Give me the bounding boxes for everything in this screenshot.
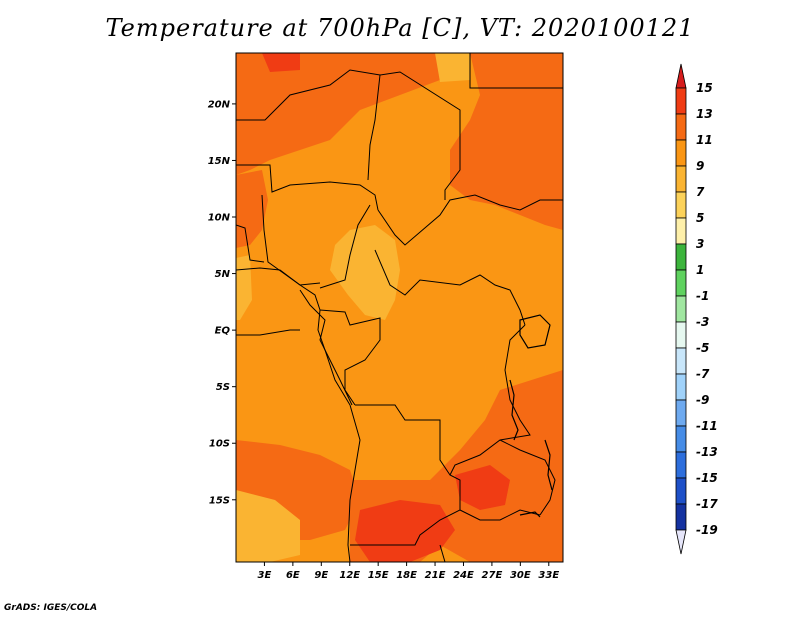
colorbar-swatch <box>675 269 687 297</box>
colorbar-swatch <box>675 477 687 505</box>
colorbar-swatch <box>675 399 687 427</box>
coastline <box>236 267 351 406</box>
colorbar-swatch <box>675 503 687 531</box>
lon-tick-label: 18E <box>396 570 417 581</box>
lake-malawi <box>544 439 553 491</box>
colorbar-label: -5 <box>696 341 709 355</box>
field-warm-west <box>236 170 268 248</box>
colorbar-swatch <box>675 373 687 401</box>
field-cool-north <box>435 53 470 82</box>
colorbar-label: 15 <box>696 81 713 95</box>
colorbar-label: 3 <box>696 237 704 251</box>
lat-tick-label: 10N <box>208 213 231 224</box>
colorbar-label: -9 <box>696 393 709 407</box>
map-title: Temperature at 700hPa [C], VT: 202010012… <box>105 14 695 42</box>
latitude-axis: 20N 15N 10N 5N EQ 5S 10S 15S <box>208 99 236 506</box>
lat-tick-label: EQ <box>215 326 231 337</box>
colorbar-label: -15 <box>696 471 718 485</box>
lon-tick-label: 33E <box>538 570 559 581</box>
plot-frame <box>235 52 564 563</box>
longitude-axis: 3E 6E 9E 12E 15E 18E 21E 24E 27E 30E 33E <box>258 562 559 581</box>
colorbar-label: -17 <box>696 497 718 511</box>
lat-tick-label: 20N <box>208 99 231 110</box>
colorbar-swatch <box>675 425 687 453</box>
field-cool-central <box>330 225 400 320</box>
colorbar-swatch <box>675 139 687 167</box>
colorbar-swatch <box>675 191 687 219</box>
lon-tick-label: 21E <box>425 570 446 581</box>
colorbar-label: -19 <box>696 523 718 537</box>
colorbar-label: 7 <box>696 185 705 199</box>
software-credit: GrADS: IGES/COLA <box>4 603 98 613</box>
field-warm-northeast <box>450 53 563 230</box>
country-borders <box>236 53 563 562</box>
colorbar-swatch <box>675 321 687 349</box>
field-warm-north <box>236 53 440 175</box>
colorbar-swatch <box>675 217 687 245</box>
colorbar-top-arrow <box>675 63 687 89</box>
colorbar-label: 5 <box>696 211 704 225</box>
lon-tick-label: 27E <box>482 570 503 581</box>
colorbar-swatch <box>675 347 687 375</box>
colorbar-swatch <box>675 451 687 479</box>
colorbar-label: -7 <box>696 367 710 381</box>
lon-tick-label: 3E <box>258 570 272 581</box>
colorbar-swatch <box>675 87 687 115</box>
colorbar-label: -13 <box>696 445 718 459</box>
lon-tick-label: 12E <box>339 570 360 581</box>
field-hot-southeast <box>455 465 510 510</box>
colorbar-label: -1 <box>696 289 709 303</box>
field-cool-west <box>236 255 252 320</box>
lon-tick-label: 24E <box>453 570 474 581</box>
field-cool-southwest <box>236 490 300 562</box>
colorbar-label: 1 <box>696 263 704 277</box>
colorbar-bottom-arrow <box>675 529 687 555</box>
lat-tick-label: 15N <box>208 156 231 167</box>
lake-tanganyika <box>509 379 519 441</box>
colorbar-label: 11 <box>696 133 713 147</box>
colorbar-swatch <box>675 243 687 271</box>
field-hot-north <box>262 53 300 72</box>
lon-tick-label: 30E <box>510 570 531 581</box>
color-legend: 15 13 11 9 7 5 3 1 -1 -3 -5 -7 -9 -11 -13 -15 -17 -19 <box>675 63 718 555</box>
colorbar-label: 13 <box>696 107 713 121</box>
lat-tick-label: 5S <box>216 382 230 393</box>
lat-tick-label: 15S <box>209 495 230 506</box>
lon-tick-label: 6E <box>286 570 300 581</box>
colorbar-label: -3 <box>696 315 709 329</box>
colorbar-label: 9 <box>696 159 704 173</box>
colorbar-swatch <box>675 113 687 141</box>
lon-tick-label: 9E <box>314 570 328 581</box>
lakes <box>509 314 553 518</box>
colorbar-swatch <box>675 165 687 193</box>
temperature-map <box>236 53 563 562</box>
field-hot-south <box>355 500 455 562</box>
lat-tick-label: 10S <box>209 439 230 450</box>
lake-kariba <box>519 511 541 518</box>
colorbar-label: -11 <box>696 419 718 433</box>
lat-tick-label: 5N <box>215 269 231 280</box>
lake-victoria <box>519 314 551 349</box>
colorbar-swatch <box>675 295 687 323</box>
lon-tick-label: 15E <box>368 570 389 581</box>
